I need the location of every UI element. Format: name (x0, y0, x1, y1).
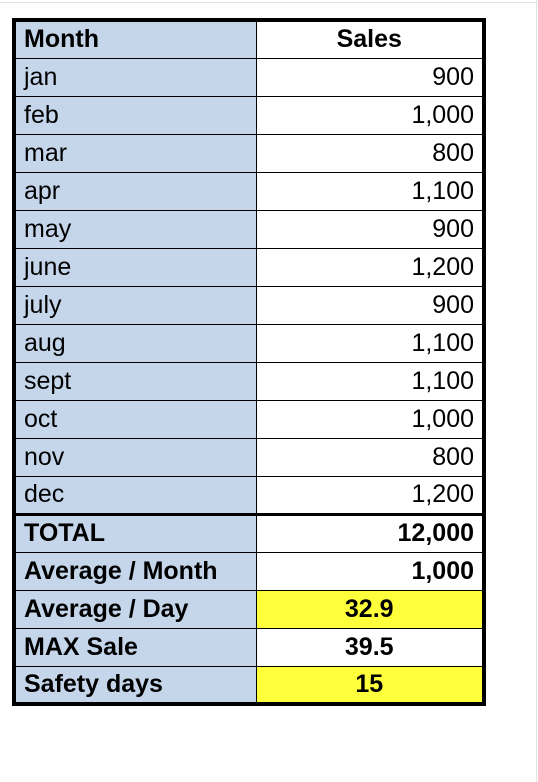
grid-line (0, 2, 538, 3)
header-row: Month Sales (13, 19, 485, 59)
safety-days-label-cell[interactable]: Safety days (13, 665, 257, 705)
sales-cell[interactable]: 900 (255, 285, 485, 325)
grid-line (536, 0, 537, 782)
sales-cell[interactable]: 1,000 (255, 95, 485, 135)
table-row: nov 800 (13, 437, 485, 477)
month-cell[interactable]: nov (13, 437, 257, 477)
safety-days-value-cell[interactable]: 15 (255, 665, 485, 705)
header-sales-cell[interactable]: Sales (255, 19, 485, 59)
table-row: dec 1,200 (13, 475, 485, 515)
max-sale-label-cell[interactable]: MAX Sale (13, 627, 257, 667)
table-row: may 900 (13, 209, 485, 249)
sales-cell[interactable]: 900 (255, 57, 485, 97)
month-cell[interactable]: mar (13, 133, 257, 173)
average-month-value-cell[interactable]: 1,000 (255, 551, 485, 591)
table-row: feb 1,000 (13, 95, 485, 135)
month-cell[interactable]: aug (13, 323, 257, 363)
sales-cell[interactable]: 800 (255, 437, 485, 477)
average-day-value-cell[interactable]: 32.9 (255, 589, 485, 629)
table-row: apr 1,100 (13, 171, 485, 211)
sales-table: Month Sales jan 900 feb 1,000 mar 800 ap… (12, 18, 486, 706)
table-row: july 900 (13, 285, 485, 325)
max-sale-row: MAX Sale 39.5 (13, 627, 485, 667)
average-day-label-cell[interactable]: Average / Day (13, 589, 257, 629)
max-sale-value-cell[interactable]: 39.5 (255, 627, 485, 667)
sales-cell[interactable]: 1,200 (255, 475, 485, 515)
average-month-label-cell[interactable]: Average / Month (13, 551, 257, 591)
average-day-row: Average / Day 32.9 (13, 589, 485, 629)
sales-cell[interactable]: 1,200 (255, 247, 485, 287)
sales-cell[interactable]: 1,100 (255, 361, 485, 401)
sales-cell[interactable]: 900 (255, 209, 485, 249)
total-row: TOTAL 12,000 (13, 512, 485, 553)
sales-cell[interactable]: 1,000 (255, 399, 485, 439)
month-cell[interactable]: apr (13, 171, 257, 211)
month-cell[interactable]: oct (13, 399, 257, 439)
sales-cell[interactable]: 1,100 (255, 171, 485, 211)
month-cell[interactable]: sept (13, 361, 257, 401)
table-row: oct 1,000 (13, 399, 485, 439)
total-label-cell[interactable]: TOTAL (13, 512, 257, 553)
month-cell[interactable]: feb (13, 95, 257, 135)
header-month-cell[interactable]: Month (13, 19, 257, 59)
sales-cell[interactable]: 800 (255, 133, 485, 173)
table-row: sept 1,100 (13, 361, 485, 401)
month-cell[interactable]: june (13, 247, 257, 287)
table-row: aug 1,100 (13, 323, 485, 363)
total-value-cell[interactable]: 12,000 (255, 512, 485, 553)
average-month-row: Average / Month 1,000 (13, 551, 485, 591)
month-cell[interactable]: may (13, 209, 257, 249)
month-cell[interactable]: july (13, 285, 257, 325)
sales-cell[interactable]: 1,100 (255, 323, 485, 363)
safety-days-row: Safety days 15 (13, 665, 485, 705)
month-cell[interactable]: jan (13, 57, 257, 97)
month-cell[interactable]: dec (13, 475, 257, 515)
table-row: june 1,200 (13, 247, 485, 287)
table-row: jan 900 (13, 57, 485, 97)
table-row: mar 800 (13, 133, 485, 173)
